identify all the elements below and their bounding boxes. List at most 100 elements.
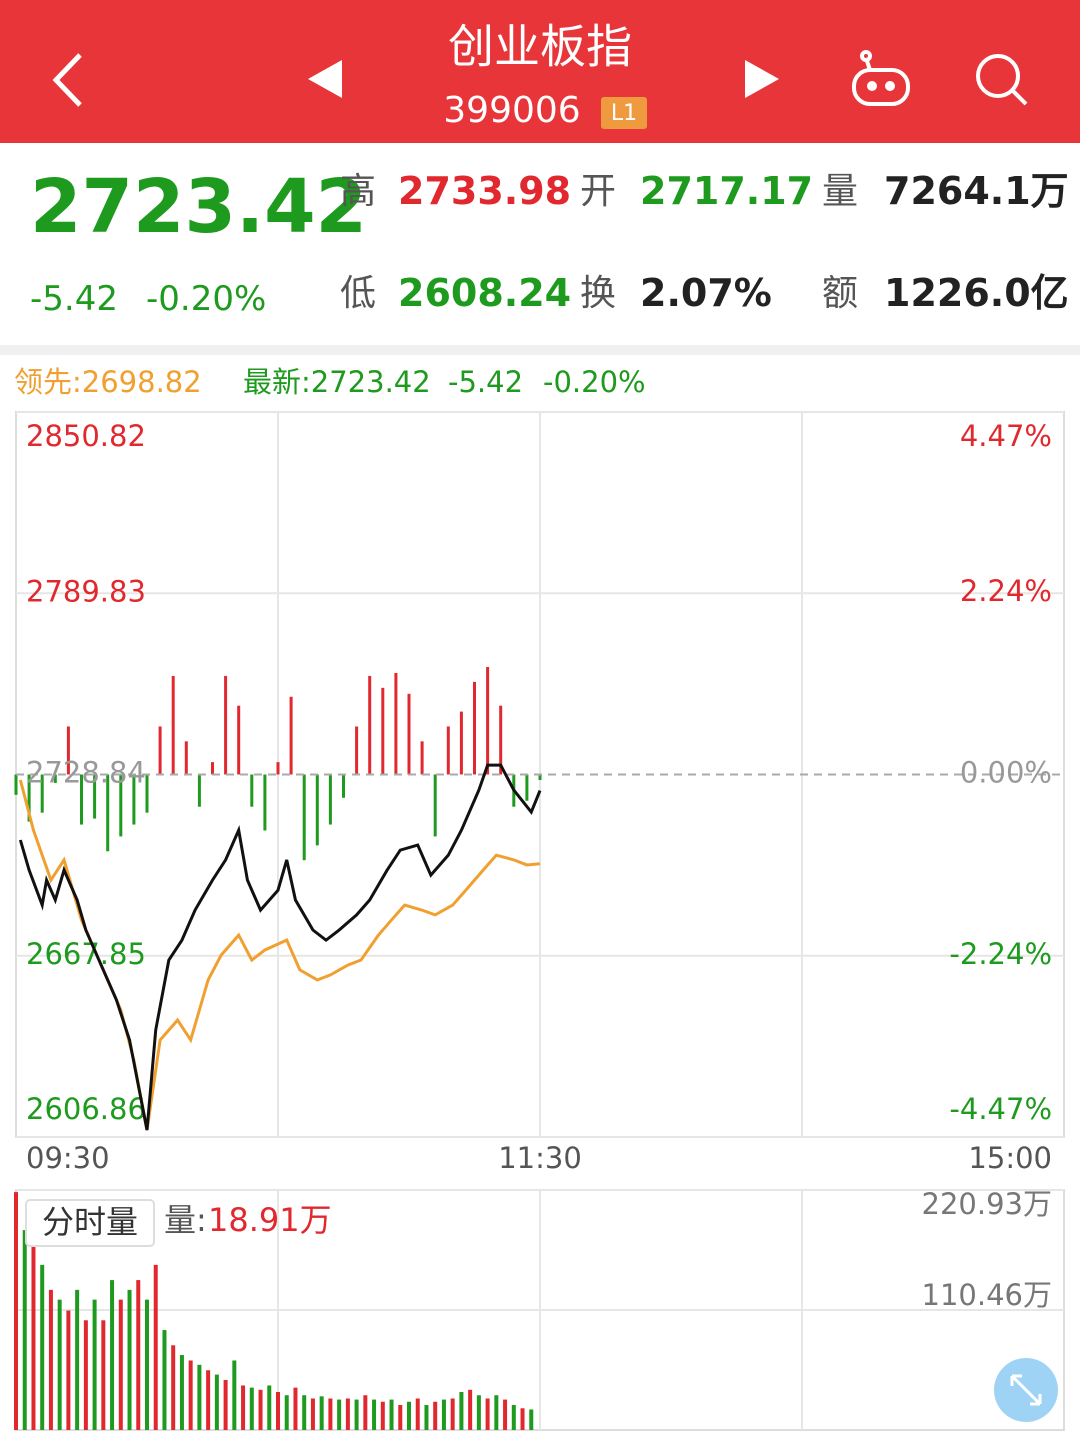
stat-value: 2717.17 (640, 169, 814, 213)
force-bar (420, 741, 424, 775)
back-button[interactable] (52, 53, 82, 107)
stat-value: 2733.98 (398, 169, 572, 213)
volume-bar (206, 1370, 211, 1430)
volume-bar (136, 1280, 141, 1430)
force-bar (433, 774, 437, 837)
volume-bar (179, 1355, 184, 1430)
volume-bar (433, 1401, 438, 1430)
force-bar (446, 726, 450, 775)
separator (0, 345, 1080, 355)
volume-bar (468, 1389, 473, 1430)
stat-label: 量 (822, 171, 859, 212)
volume-bar (214, 1374, 219, 1430)
stat-label: 开 (580, 171, 617, 212)
force-bar (224, 675, 228, 775)
x-tick-label: 15:00 (968, 1141, 1052, 1175)
price-line (18, 763, 542, 1131)
header-icons: 创业板指 399006 L1 (52, 20, 1028, 131)
volume-bar (118, 1299, 123, 1430)
y2-tick-label: -2.24% (949, 937, 1052, 971)
volume-bar (40, 1264, 45, 1430)
stat-value: 2.07% (640, 271, 772, 315)
volume-bar (494, 1395, 499, 1430)
y-tick-label: 110.46万 (922, 1278, 1052, 1312)
volume-bar (66, 1310, 71, 1430)
force-bar (250, 774, 254, 807)
search-button[interactable] (976, 54, 1028, 106)
force-bar (184, 741, 188, 775)
robot-button[interactable] (852, 50, 910, 106)
volume-bar (127, 1289, 132, 1430)
volume-bar (415, 1398, 420, 1430)
change-pct: -0.20% (146, 279, 267, 319)
force-bar (80, 774, 83, 825)
volume-bar (75, 1289, 80, 1430)
volume-bar (92, 1299, 97, 1430)
force-bar (93, 774, 97, 819)
force-bar (211, 762, 214, 775)
force-bar (40, 774, 44, 813)
volume-bar (284, 1395, 289, 1430)
header: 创业板指 399006 L1 (0, 0, 1080, 143)
volume-bar (450, 1398, 455, 1430)
stat-label: 低 (340, 273, 377, 314)
force-bar (538, 774, 542, 780)
volume-bar (267, 1385, 272, 1430)
y-tick-label: 2606.86 (26, 1092, 146, 1126)
volume-bar (276, 1391, 280, 1430)
stat-value: 2608.24 (398, 271, 572, 315)
force-bar (237, 705, 241, 775)
volume-bar (188, 1360, 193, 1430)
y-tick-label: 220.93万 (922, 1187, 1052, 1221)
volume-bar (249, 1387, 254, 1430)
y-tick-label: 2728.84 (26, 756, 146, 790)
title: 创业板指 (448, 20, 632, 74)
volume-bar (110, 1280, 115, 1430)
volume-bar (476, 1395, 481, 1430)
volume-bar (511, 1405, 516, 1430)
force-bar (407, 693, 411, 775)
force-bar (289, 696, 293, 775)
x-tick-label: 11:30 (498, 1141, 582, 1175)
volume-bar (407, 1401, 411, 1430)
force-bar (158, 726, 162, 775)
force-bar (27, 774, 31, 822)
volume-bar (398, 1405, 403, 1430)
volume-bar (424, 1405, 429, 1430)
legend-change: -5.42 (448, 365, 524, 399)
readout: 18.91万 (208, 1201, 332, 1239)
stat-label: 高 (340, 171, 377, 212)
volume-bar (372, 1399, 377, 1430)
volume-bar (83, 1320, 88, 1430)
prev-button[interactable] (308, 60, 342, 98)
expand-button[interactable] (994, 1358, 1058, 1422)
force-bar (276, 762, 280, 775)
volume-bar (14, 1192, 18, 1430)
volume-bar (101, 1320, 106, 1430)
volume-bar (57, 1299, 62, 1430)
force-bar (14, 774, 18, 795)
y-tick-label: 2850.82 (26, 419, 146, 453)
badge: L1 (611, 101, 637, 126)
legend-change-pct: -0.20% (543, 365, 646, 399)
stat-label: 额 (822, 273, 859, 314)
force-bar (486, 667, 490, 775)
y-tick-label: 2789.83 (26, 574, 146, 608)
expand-icon (1010, 1374, 1042, 1406)
volume-bar (197, 1364, 202, 1430)
next-button[interactable] (745, 60, 779, 98)
force-bar (197, 774, 201, 807)
legend-lead: 领先:2698.82 (14, 365, 202, 399)
y2-tick-label: -4.47% (949, 1092, 1052, 1126)
volume-bar (31, 1239, 36, 1430)
volume-bar (520, 1408, 525, 1430)
force-bar (342, 774, 345, 798)
force-bar (473, 681, 476, 775)
volume-bar (529, 1409, 534, 1430)
readout-label: 量: (164, 1201, 207, 1239)
volume-bar (337, 1399, 342, 1430)
force-bar (171, 675, 175, 775)
volume-bar (258, 1389, 263, 1430)
force-bar (106, 774, 110, 852)
